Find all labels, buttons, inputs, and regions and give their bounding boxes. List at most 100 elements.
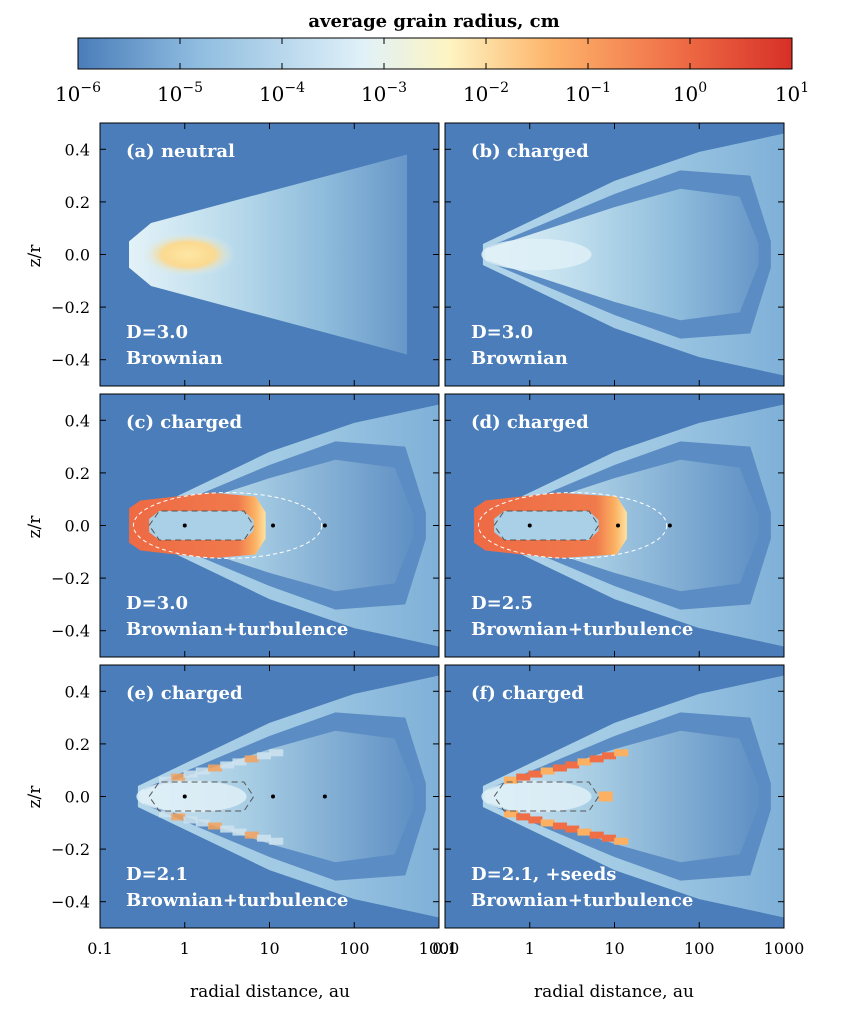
- marker-dot: [527, 523, 532, 528]
- colorbar-tick-label: 100: [673, 80, 707, 106]
- panel-title: (d) charged: [471, 412, 589, 433]
- inner-glow: [481, 780, 592, 813]
- surface-hot-cell: [220, 761, 235, 769]
- y-tick-label: 0.4: [65, 682, 90, 701]
- surface-hot-cell: [232, 758, 247, 766]
- x-tick-label: 1: [525, 939, 535, 958]
- midplane-region: [485, 730, 759, 863]
- surface-hot-cell: [528, 770, 543, 778]
- surface-hot-cell: [269, 837, 284, 845]
- y-tick-label: −0.4: [51, 622, 90, 641]
- surface-hot-cell: [195, 767, 210, 775]
- heatmap-field: [481, 675, 784, 918]
- inner-contour: [493, 510, 600, 541]
- surface-hot-cell: [503, 810, 518, 818]
- y-tick-label: 0.2: [65, 464, 90, 483]
- x-tick-label: 1: [180, 939, 190, 958]
- surface-hot-cell: [244, 831, 259, 839]
- heatmap-field: [474, 404, 784, 647]
- heatmap-field: [481, 133, 784, 376]
- y-tick-label: −0.2: [51, 569, 90, 588]
- surface-hot-cell: [256, 752, 271, 760]
- colorbar-tick-label: 10−2: [463, 80, 509, 106]
- panel-a: 0.4 0.2 0.0 −0.2 −0.4 (a) neutral D=3.0 Brownia…: [51, 122, 440, 387]
- surface-hot-cell: [244, 755, 259, 763]
- y-tick-label: 0.0: [65, 246, 90, 265]
- heatmap-field: [129, 404, 439, 647]
- x-tick-label: 0.1: [432, 939, 457, 958]
- y-tick-label: 0.4: [65, 140, 90, 159]
- panel-process: Brownian+turbulence: [471, 619, 693, 640]
- surface-hot-cell: [540, 819, 555, 827]
- surface-hot-cell: [552, 764, 567, 772]
- colorbar-ticks: 10−6 10−5 10−4 10−3 10−2 10−1 100 101: [55, 38, 809, 106]
- x-tick-label: 100: [684, 939, 715, 958]
- surface-hot-cell: [540, 767, 555, 775]
- surface-hot-cell: [577, 758, 592, 766]
- surface-hot-cell: [220, 825, 235, 833]
- inner-contour: [148, 510, 255, 541]
- panel-parameter: D=3.0: [126, 322, 188, 343]
- panel-parameter: D=3.0: [471, 322, 533, 343]
- y-tick-label: −0.2: [51, 840, 90, 859]
- surface-hot-cell: [614, 749, 629, 757]
- panel-f: 0.1 1 10 100 1000 (f) charged D=2.1, +seeds Bro…: [432, 664, 805, 958]
- colorbar-tick-label: 10−5: [157, 80, 203, 106]
- disk-region: [129, 154, 408, 355]
- surface-hot-cell: [256, 834, 271, 842]
- midplane-region: [485, 188, 759, 321]
- panel-parameter: D=3.0: [126, 593, 188, 614]
- colorbar-tick-label: 10−1: [565, 80, 611, 106]
- surface-hot-cell: [528, 816, 543, 824]
- panel-process: Brownian+turbulence: [471, 890, 693, 911]
- colorbar-tick-label: 10−3: [361, 80, 407, 106]
- panel-process: Brownian: [471, 348, 568, 369]
- panel-title: (a) neutral: [126, 141, 235, 162]
- x-tick-label: 1000: [764, 939, 805, 958]
- y-tick-label: −0.4: [51, 351, 90, 370]
- panel-title: (e) charged: [126, 683, 243, 704]
- surface-hot-cell: [565, 825, 580, 833]
- x-axis-title-left: radial distance, au: [190, 982, 350, 1002]
- midplane-hot-cell: [598, 791, 613, 802]
- inner-cavity: [149, 511, 254, 540]
- surface-hot-cell: [503, 776, 518, 784]
- panel-parameter: D=2.5: [471, 593, 533, 614]
- y-tick-label: 0.0: [65, 517, 90, 536]
- heatmap-field: [129, 154, 408, 355]
- surface-hot-cell: [516, 813, 531, 821]
- y-tick-label: 0.0: [65, 788, 90, 807]
- panel-process: Brownian+turbulence: [126, 890, 348, 911]
- panel-title: (c) charged: [126, 412, 242, 433]
- panel-title: (b) charged: [471, 141, 589, 162]
- surface-hot-cell: [195, 819, 210, 827]
- panel-parameter: D=2.1: [126, 864, 188, 885]
- y-tick-label: 0.4: [65, 411, 90, 430]
- surface-hot-cell: [601, 752, 616, 760]
- y-axis-title-row1: z/r: [25, 244, 45, 268]
- marker-dot: [182, 794, 187, 799]
- marker-dot: [322, 794, 327, 799]
- colorbar-tick-label: 101: [775, 80, 809, 106]
- surface-hot-cell: [158, 776, 173, 784]
- y-axis-title-row2: z/r: [25, 515, 45, 539]
- x-tick-label: 10: [604, 939, 624, 958]
- outer-contour: [477, 492, 668, 559]
- heatmap-field: [136, 675, 439, 918]
- panel-title: (f) charged: [471, 683, 584, 704]
- surface-hot-cell: [171, 813, 186, 821]
- surface-hot-cell: [565, 761, 580, 769]
- marker-dot: [271, 523, 276, 528]
- surface-hot-cell: [516, 773, 531, 781]
- surface-hot-cell: [171, 773, 186, 781]
- colorbar-tick-label: 10−4: [259, 80, 305, 106]
- outer-contour: [132, 492, 323, 559]
- large-grain-core: [140, 232, 236, 277]
- panel-b: (b) charged D=3.0 Brownian: [444, 122, 785, 387]
- colorbar: [77, 37, 793, 70]
- y-tick-label: 0.2: [65, 735, 90, 754]
- inner-glow: [481, 238, 592, 271]
- midplane-region: [140, 730, 414, 863]
- surface-hot-cell: [207, 764, 222, 772]
